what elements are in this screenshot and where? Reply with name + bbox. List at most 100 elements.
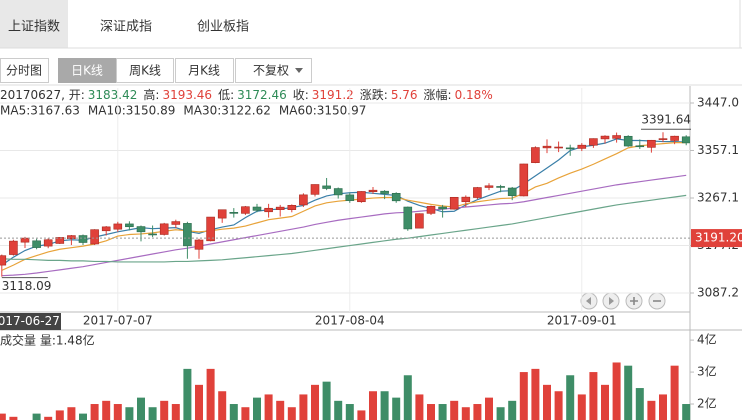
candle-body: [113, 223, 123, 230]
candle-body: [635, 145, 645, 148]
date-tag-label: 2017-06-27: [0, 314, 60, 328]
volume-bar: [32, 413, 41, 420]
volume-bar: [218, 391, 227, 420]
volume-bar: [554, 391, 563, 420]
ma-line: [1, 138, 687, 266]
volume-bar: [287, 407, 296, 420]
icon: [609, 297, 614, 305]
candle-body: [600, 135, 610, 140]
volume-bar: [438, 404, 447, 420]
y-tick-label: 3267.1: [697, 190, 739, 204]
info-label: 高:: [143, 87, 159, 102]
candle-body: [461, 196, 471, 203]
period-button[interactable]: [116, 58, 174, 83]
candle-body: [345, 194, 355, 201]
candle-body: [275, 206, 285, 210]
volume-bar: [577, 394, 586, 420]
volume-bar: [322, 381, 331, 420]
info-label: 涨幅:: [424, 87, 452, 102]
candle-body: [415, 213, 424, 229]
candle-body: [565, 147, 575, 150]
candle-body: [612, 135, 621, 139]
info-value: 0.18%: [455, 88, 493, 102]
candle-body: [473, 187, 482, 198]
volume-bar: [427, 404, 435, 420]
info-label: 涨跌:: [360, 87, 388, 102]
period-button[interactable]: [175, 58, 234, 83]
date-tag: [0, 313, 61, 330]
tab[interactable]: 上证指数: [8, 20, 60, 35]
candle-body: [264, 207, 273, 213]
min-label: 3118.09: [2, 279, 52, 293]
volume-bar: [113, 404, 122, 420]
candle-body: [183, 223, 192, 247]
candle-body: [554, 146, 563, 149]
volume-bar: [531, 368, 540, 420]
icon: [630, 297, 638, 305]
plot: [0, 132, 690, 277]
volume-bar: [543, 384, 551, 420]
candle-body: [333, 188, 343, 196]
tab[interactable]: 创业板指: [197, 20, 249, 35]
zoom-controls: [580, 292, 666, 310]
volume-bar: [485, 397, 493, 420]
candle-body: [0, 255, 7, 266]
volume-bar: [601, 384, 609, 420]
volume-bar: [276, 400, 285, 420]
volume-bar: [345, 404, 354, 420]
volume-bar: [9, 416, 18, 420]
volume-bar: [392, 397, 401, 420]
candle-body: [229, 212, 239, 214]
volume-bar: [299, 394, 308, 420]
candle-body: [403, 206, 413, 230]
volume-bar: [403, 375, 412, 420]
price-tag-label: 3191.20: [695, 231, 742, 245]
candle-body: [531, 147, 540, 163]
volume-bar: [519, 372, 528, 420]
legend-entry: MA5:3167.63: [0, 104, 80, 118]
y-tick-label: 3447.0: [697, 95, 739, 109]
x-tick-label: 2017-08-04: [315, 314, 385, 328]
period-button-selected[interactable]: [58, 58, 116, 83]
y-tick-label: 3357.1: [697, 143, 739, 157]
volume-bar: [334, 400, 343, 420]
volume-bar: [612, 362, 621, 420]
volume-bar: [160, 400, 169, 420]
price-tag: [691, 229, 742, 248]
volume-bar: [79, 413, 87, 420]
volume-bar: [148, 407, 157, 420]
candle-body: [9, 240, 18, 255]
volume-bar: [659, 394, 667, 420]
ma-line: [1, 174, 687, 277]
candle-body: [101, 226, 111, 232]
candle-body: [20, 237, 30, 243]
x-tick-label: 2017-07-07: [83, 314, 153, 328]
adjust-dropdown[interactable]: [235, 58, 312, 83]
candle-body: [438, 206, 447, 210]
volume-bar: [450, 400, 459, 420]
volume-bar: [90, 404, 99, 420]
volume-bar: [311, 384, 319, 420]
vol-tick-label: 3亿: [697, 364, 717, 379]
volume-bar: [380, 391, 389, 420]
candle-body: [519, 163, 529, 197]
max-label: 3391.64: [641, 113, 691, 127]
candle-body: [322, 185, 331, 189]
volume-bar: [589, 372, 598, 420]
volume-bar: [647, 400, 656, 420]
volume-title: 成交量 量:1.48亿: [0, 333, 95, 348]
candle-body: [484, 185, 494, 188]
candle-body: [310, 184, 320, 195]
x-tick-label: 2017-09-01: [547, 314, 617, 328]
candle-body: [496, 186, 505, 188]
candle-body: [252, 206, 262, 211]
volume-bar: [496, 407, 505, 420]
candle-body: [287, 205, 297, 210]
volume-bar: [0, 413, 6, 420]
period-button[interactable]: [0, 58, 49, 83]
period-label: 日K线: [71, 64, 103, 78]
volume-bar: [195, 384, 203, 420]
volume-bar: [44, 416, 53, 420]
tab[interactable]: 深证成指: [100, 20, 152, 35]
